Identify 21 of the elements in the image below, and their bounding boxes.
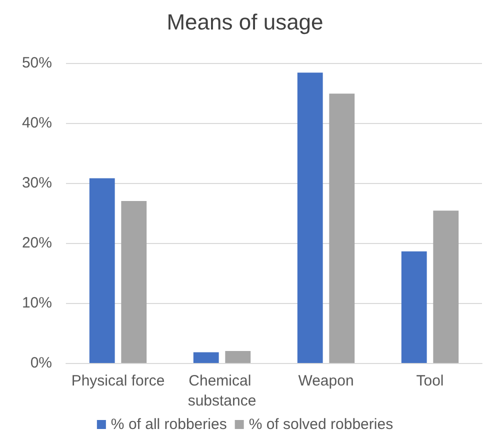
x-tick-label: Tool bbox=[416, 372, 444, 390]
bar bbox=[329, 94, 355, 363]
bar bbox=[193, 352, 219, 363]
x-tick-label: Weapon bbox=[298, 372, 354, 390]
y-tick-label: 40% bbox=[22, 114, 52, 132]
x-tick-label: Physical force bbox=[71, 372, 165, 390]
bar bbox=[225, 351, 251, 363]
y-tick-label: 10% bbox=[22, 294, 52, 312]
bar bbox=[89, 178, 115, 363]
bar bbox=[121, 201, 147, 363]
bar bbox=[401, 251, 427, 363]
chart-title: Means of usage bbox=[166, 10, 324, 34]
bar bbox=[433, 210, 459, 363]
legend-label: % of solved robberies bbox=[248, 416, 394, 433]
bar bbox=[297, 72, 323, 363]
x-tick-label: Chemical substance bbox=[188, 372, 256, 410]
legend-label: % of all robberies bbox=[110, 416, 227, 433]
y-tick-label: 20% bbox=[22, 234, 52, 252]
y-tick-label: 30% bbox=[22, 174, 52, 192]
y-tick-label: 0% bbox=[30, 354, 52, 372]
y-tick-label: 50% bbox=[22, 54, 52, 72]
